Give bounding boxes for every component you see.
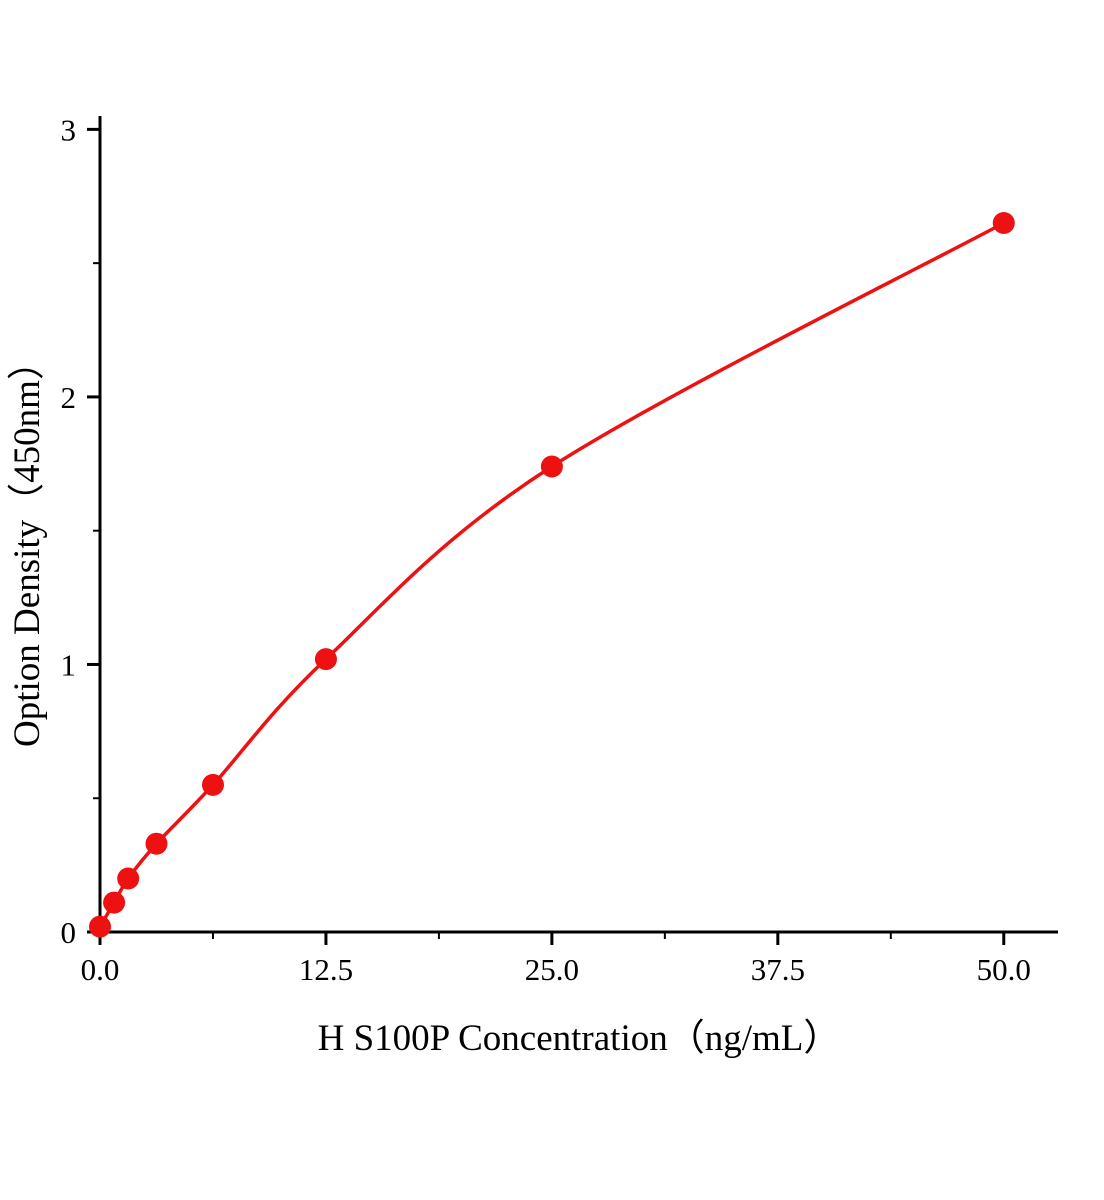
x-tick-label: 0.0 [81,952,120,987]
y-tick-label: 2 [61,380,77,415]
x-tick-label: 37.5 [751,952,805,987]
data-point [540,455,563,478]
y-tick-label: 1 [61,647,77,682]
standard-curve-line [98,221,1006,929]
x-tick-label: 50.0 [977,952,1031,987]
x-tick-label: 25.0 [525,952,579,987]
data-point [103,891,126,914]
y-tick-label: 0 [61,915,77,950]
data-point [117,867,140,890]
data-point [201,773,224,796]
x-tick-label: 12.5 [299,952,353,987]
data-point [89,915,111,938]
x-axis-title: H S100P Concentration（ng/mL） [317,1018,841,1059]
y-axis-title: Option Density（450nm） [7,343,48,747]
data-point [314,648,337,671]
y-tick-label: 3 [61,112,77,147]
data-point [992,212,1015,235]
data-point [145,832,168,855]
